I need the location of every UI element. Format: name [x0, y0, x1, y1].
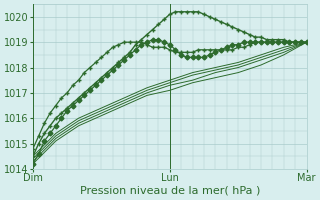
- X-axis label: Pression niveau de la mer( hPa ): Pression niveau de la mer( hPa ): [80, 186, 260, 196]
